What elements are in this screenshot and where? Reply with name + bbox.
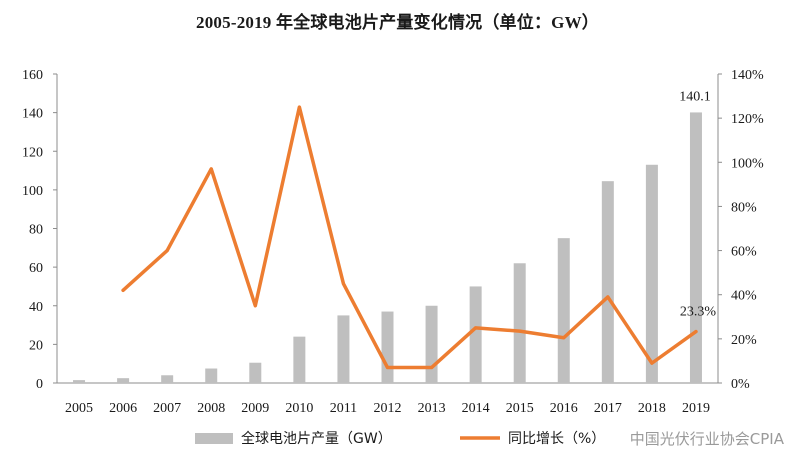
y-left-tick-label: 100 xyxy=(22,184,43,199)
x-tick-label: 2010 xyxy=(285,401,313,416)
y-left-tick-label: 120 xyxy=(22,145,43,160)
growth-rate-point xyxy=(650,361,654,365)
production-bar xyxy=(337,315,350,383)
x-tick-label: 2005 xyxy=(65,401,93,416)
legend-label-production: 全球电池片产量（GW） xyxy=(241,430,392,447)
legend: 全球电池片产量（GW） 同比增长（%） xyxy=(195,430,605,447)
production-bar xyxy=(117,378,130,383)
y-left-tick-label: 160 xyxy=(22,68,43,83)
growth-rate-point xyxy=(297,105,301,109)
x-tick-label: 2013 xyxy=(418,401,446,416)
y-left-tick-label: 140 xyxy=(22,107,43,122)
x-tick-label: 2009 xyxy=(241,401,269,416)
growth-rate-point xyxy=(694,330,698,334)
chart-title: 2005-2019 年全球电池片产量变化情况（单位：GW） xyxy=(196,13,599,32)
y-left-tick-label: 80 xyxy=(29,223,43,238)
data-labels-layer: 140.1 23.3% xyxy=(679,89,716,319)
y-left-tick-label: 0 xyxy=(36,377,43,392)
y-right-tick-label: 120% xyxy=(731,112,764,127)
y-left-tick-label: 20 xyxy=(29,338,43,353)
axes-layer: 0 20 40 60 80 100 120 140 160 0% 20% 40% 60% 80% 100% 1… xyxy=(22,68,764,416)
legend-swatch-production xyxy=(195,433,233,444)
growth-rate-point xyxy=(341,282,345,286)
growth-rate-point xyxy=(253,304,257,308)
x-tick-label: 2019 xyxy=(682,401,710,416)
x-tick-label: 2007 xyxy=(153,401,181,416)
production-bar xyxy=(249,362,262,383)
production-bar xyxy=(205,368,218,383)
y-right-tick-label: 140% xyxy=(731,68,764,83)
bar-data-label: 140.1 xyxy=(679,89,711,104)
production-bar xyxy=(293,336,306,383)
production-bar xyxy=(425,305,438,383)
production-bar xyxy=(469,286,482,383)
production-bar xyxy=(161,375,174,383)
y-right-tick-label: 80% xyxy=(731,200,757,215)
production-bar xyxy=(557,238,570,383)
production-bar xyxy=(73,380,86,383)
production-bar xyxy=(689,112,702,383)
production-bar xyxy=(513,263,526,383)
growth-rate-point xyxy=(209,167,213,171)
growth-rate-point xyxy=(121,288,125,292)
production-bar xyxy=(381,311,394,383)
growth-rate-line xyxy=(121,105,698,370)
x-tick-label: 2018 xyxy=(638,401,666,416)
legend-label-growth: 同比增长（%） xyxy=(508,431,605,447)
growth-rate-point xyxy=(430,366,434,370)
x-tick-label: 2016 xyxy=(550,401,578,416)
bars-layer xyxy=(73,112,702,383)
watermark-text: 中国光伏行业协会CPIA xyxy=(630,430,785,448)
growth-rate-point xyxy=(474,326,478,330)
growth-rate-point xyxy=(386,366,389,370)
x-tick-label: 2015 xyxy=(506,401,534,416)
production-bar xyxy=(645,164,658,383)
y-left-tick-label: 40 xyxy=(29,300,43,315)
y-right-tick-label: 100% xyxy=(731,156,764,171)
y-right-tick-label: 0% xyxy=(731,377,750,392)
x-tick-label: 2011 xyxy=(330,401,357,416)
growth-rate-point xyxy=(562,336,566,340)
x-tick-label: 2008 xyxy=(197,401,225,416)
y-right-tick-label: 60% xyxy=(731,245,757,260)
x-tick-label: 2012 xyxy=(374,401,402,416)
growth-line-layer xyxy=(121,105,698,370)
x-tick-label: 2017 xyxy=(594,401,622,416)
y-left-tick-label: 60 xyxy=(29,261,43,276)
growth-rate-point xyxy=(165,249,169,253)
x-tick-label: 2014 xyxy=(462,401,490,416)
y-right-tick-label: 20% xyxy=(731,333,757,348)
growth-rate-point xyxy=(606,295,610,299)
x-tick-label: 2006 xyxy=(109,401,137,416)
growth-rate-point xyxy=(518,329,522,333)
line-data-label: 23.3% xyxy=(680,305,717,320)
y-right-tick-label: 40% xyxy=(731,289,757,304)
production-bar xyxy=(601,181,614,383)
